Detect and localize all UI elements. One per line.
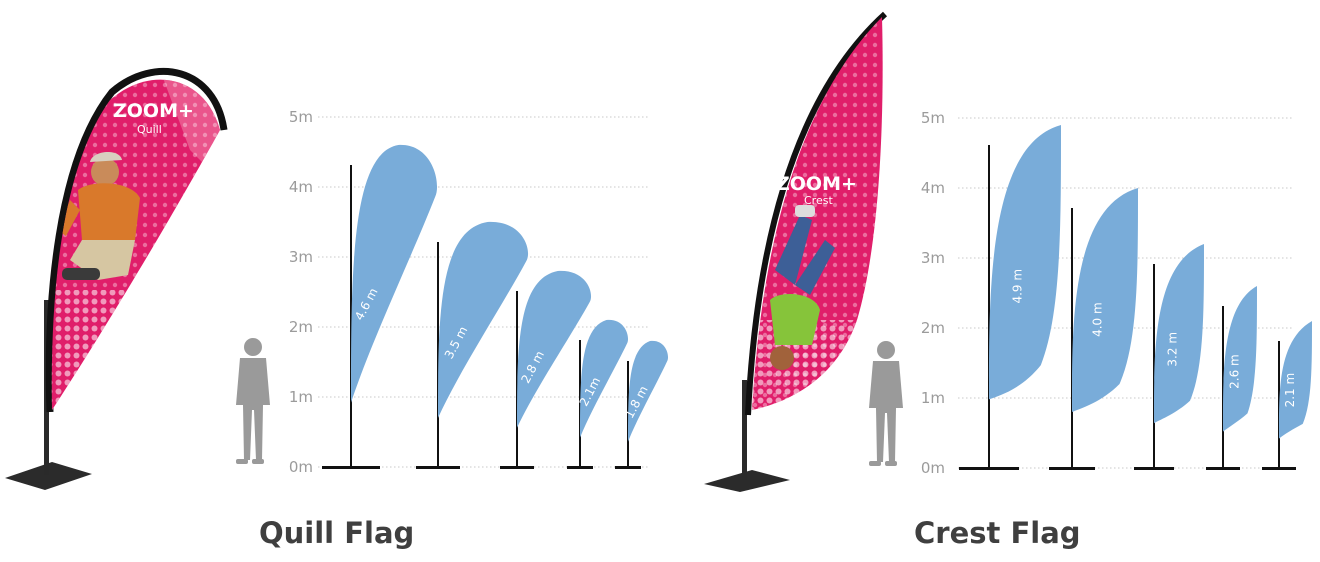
crest-flag-height-label: 4.9 m <box>1010 269 1024 304</box>
crest-brand-subtext: Crest <box>804 194 833 207</box>
quill-flag-base <box>615 466 641 469</box>
crest-brand-text: ZOOM+ <box>776 173 857 195</box>
quill-product-photo: ZOOM+ Quill <box>5 67 228 490</box>
crest-flag-base <box>1049 467 1095 470</box>
quill-caption: Quill Flag <box>259 516 415 550</box>
quill-flag-shape <box>438 221 529 418</box>
quill-flag-base <box>567 466 593 469</box>
crest-scale-tick: 3m <box>921 249 945 267</box>
crest-pole-arc <box>745 11 888 416</box>
crest-flag-shape <box>1222 286 1257 432</box>
crest-pole <box>742 380 747 480</box>
crest-size-chart: 0m 1m 2m 3m 4m 5m 4.9 m 4.0 m 3.2 m 2.6 m 2.1 m <box>921 109 1312 477</box>
quill-scale-tick: 1m <box>289 388 313 406</box>
quill-flag-shape <box>351 144 438 403</box>
crest-flag-base <box>1206 467 1240 470</box>
quill-flag-base <box>416 466 460 469</box>
person-silhouette-quill <box>236 338 270 464</box>
crest-flag-shape <box>1071 188 1138 412</box>
crest-scale-tick: 2m <box>921 319 945 337</box>
crest-scale-tick: 5m <box>921 109 945 127</box>
crest-flag-base <box>1262 467 1296 470</box>
quill-scale-tick: 3m <box>289 248 313 266</box>
quill-flag-shape <box>628 340 669 442</box>
person-silhouette-crest <box>869 341 903 466</box>
crest-flag-base <box>1134 467 1174 470</box>
crest-flag-base <box>959 467 1019 470</box>
quill-pole-arc <box>45 67 228 413</box>
crest-caption: Crest Flag <box>914 516 1081 550</box>
quill-flag-base <box>500 466 534 469</box>
quill-scale-tick: 0m <box>289 458 313 476</box>
crest-product-photo: ZOOM+ Crest <box>704 11 888 492</box>
quill-brand-subtext: Quill <box>137 123 162 136</box>
crest-base <box>704 470 790 492</box>
crest-flag-shape <box>1153 244 1204 424</box>
crest-scale-tick: 0m <box>921 459 945 477</box>
quill-brand-text: ZOOM+ <box>113 100 194 122</box>
crest-flag-height-label: 2.6 m <box>1227 354 1241 389</box>
crest-scale-tick: 1m <box>921 389 945 407</box>
quill-flag-base <box>322 466 380 469</box>
crest-flag-shape <box>988 125 1061 400</box>
crest-flag-height-label: 2.1 m <box>1283 373 1297 408</box>
quill-flag-shape <box>580 319 629 438</box>
quill-scale-tick: 4m <box>289 178 313 196</box>
crest-flag-height-label: 4.0 m <box>1091 302 1105 337</box>
quill-flag-shape <box>517 270 592 428</box>
crest-scale-tick: 4m <box>921 179 945 197</box>
quill-scale-tick: 5m <box>289 108 313 126</box>
crest-flag-shape <box>1278 321 1312 439</box>
crest-flag-height-label: 3.2 m <box>1166 332 1180 367</box>
quill-scale-tick: 2m <box>289 318 313 336</box>
quill-base <box>5 462 92 490</box>
